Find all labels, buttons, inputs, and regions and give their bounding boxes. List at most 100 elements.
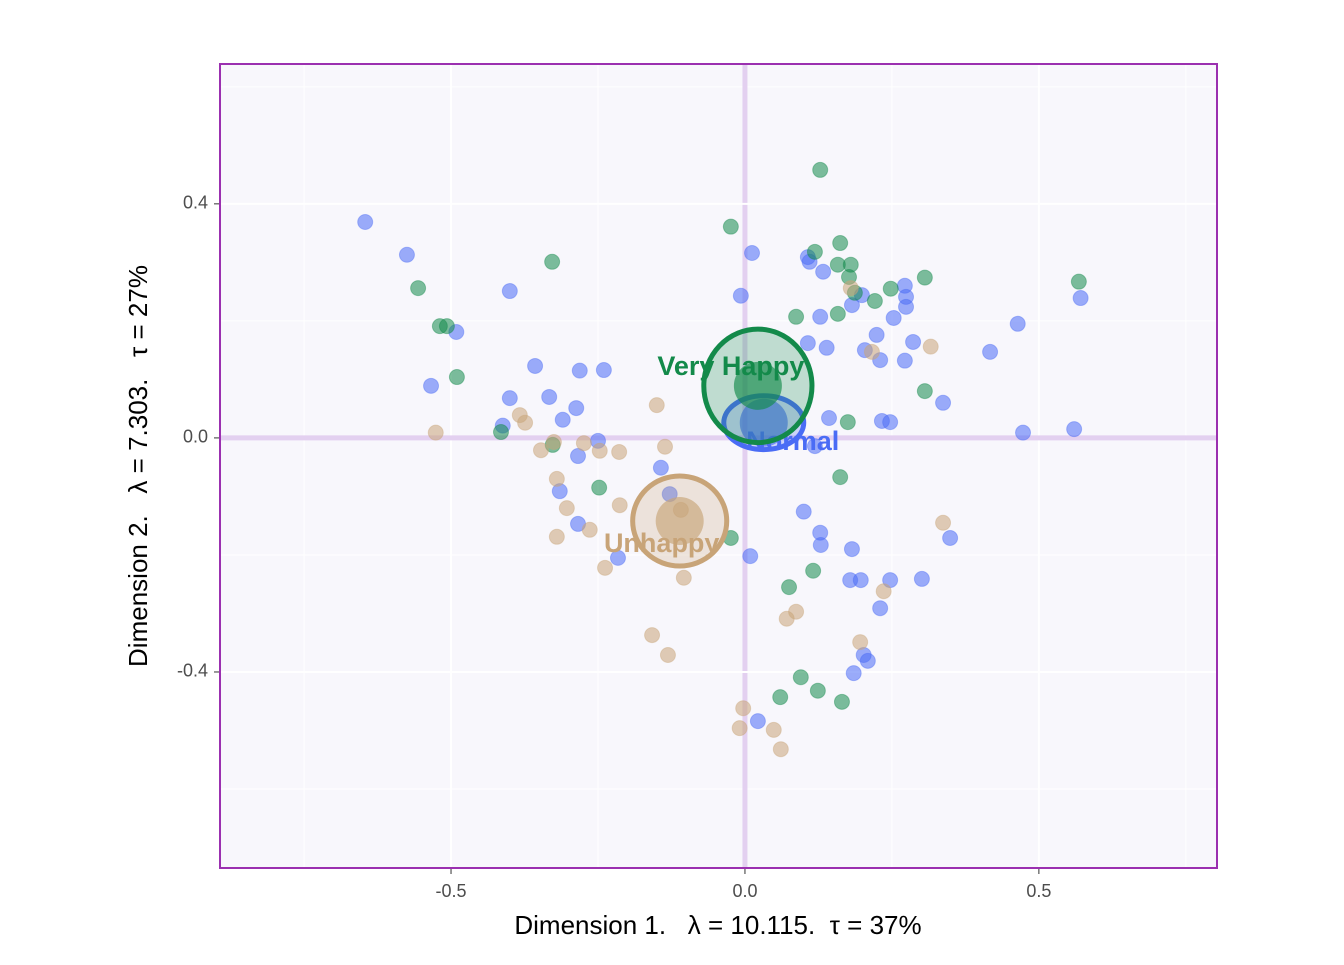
point [657, 438, 674, 455]
point [554, 411, 571, 428]
point [795, 503, 812, 520]
point [905, 333, 922, 350]
point [648, 397, 665, 414]
point [922, 338, 939, 355]
point [548, 470, 565, 487]
point [1015, 424, 1032, 441]
point [842, 280, 859, 297]
point [896, 352, 913, 369]
point [852, 572, 869, 589]
point [843, 541, 860, 558]
point [781, 579, 798, 596]
point [852, 634, 869, 651]
point [644, 627, 661, 644]
group-mean [733, 361, 782, 410]
point [815, 263, 832, 280]
point [821, 410, 838, 427]
point [532, 442, 549, 459]
point [809, 682, 826, 699]
point [882, 280, 899, 297]
point [872, 600, 889, 617]
group-mean [655, 497, 704, 546]
point [675, 569, 692, 586]
point [581, 521, 598, 538]
point [772, 689, 789, 706]
point [812, 161, 829, 178]
point [541, 388, 558, 405]
plot-border [219, 63, 1218, 869]
point [765, 721, 782, 738]
point [501, 390, 518, 407]
point [875, 583, 892, 600]
point [1070, 273, 1087, 290]
plot-panel [220, 64, 1217, 868]
point [812, 536, 829, 553]
point [611, 443, 628, 460]
point [591, 479, 608, 496]
point [829, 305, 846, 322]
point [548, 528, 565, 545]
point [744, 245, 761, 262]
x-tick-label: 0.0 [732, 881, 757, 901]
point [357, 213, 374, 230]
group-label: Unhappy [604, 528, 720, 558]
point [544, 253, 561, 270]
point [568, 400, 585, 417]
point [575, 435, 592, 452]
point [438, 318, 455, 335]
point [885, 309, 902, 326]
point [611, 497, 628, 514]
y-axis-title: Dimension 2. λ = 7.303. τ = 27% [123, 265, 153, 667]
point [935, 514, 952, 531]
point [859, 652, 876, 669]
point [806, 438, 823, 455]
point [863, 343, 880, 360]
point [1009, 315, 1026, 332]
point [1072, 290, 1089, 307]
point [427, 424, 444, 441]
point [772, 741, 789, 758]
group-mean [739, 398, 788, 447]
point [982, 343, 999, 360]
point [913, 570, 930, 587]
point [916, 383, 933, 400]
point [882, 414, 899, 431]
point [832, 469, 849, 486]
point [898, 298, 915, 315]
x-tick-label: -0.5 [436, 881, 467, 901]
group-label: Very Happy [657, 351, 804, 381]
point [788, 308, 805, 325]
point [570, 448, 587, 465]
point [742, 548, 759, 565]
point [735, 700, 752, 717]
point [448, 369, 465, 386]
point [935, 394, 952, 411]
point [845, 665, 862, 682]
point [731, 720, 748, 737]
point [492, 424, 509, 441]
point [1066, 421, 1083, 438]
point [916, 269, 933, 286]
point [571, 362, 588, 379]
x-axis-title: Dimension 1. λ = 10.115. τ = 37% [514, 910, 921, 940]
point [812, 308, 829, 325]
y-tick-label: 0.0 [183, 427, 208, 447]
point [398, 246, 415, 263]
point [597, 559, 614, 576]
point [866, 292, 883, 309]
point [501, 283, 518, 300]
point [778, 610, 795, 627]
point [595, 362, 612, 379]
point [423, 377, 440, 394]
point [410, 280, 427, 297]
point [839, 414, 856, 431]
y-tick-label: 0.4 [183, 193, 208, 213]
point [832, 235, 849, 252]
point [609, 549, 626, 566]
y-tick-label: -0.4 [177, 661, 208, 681]
point [591, 442, 608, 459]
point [722, 218, 739, 235]
point [527, 357, 544, 374]
point [792, 669, 809, 686]
